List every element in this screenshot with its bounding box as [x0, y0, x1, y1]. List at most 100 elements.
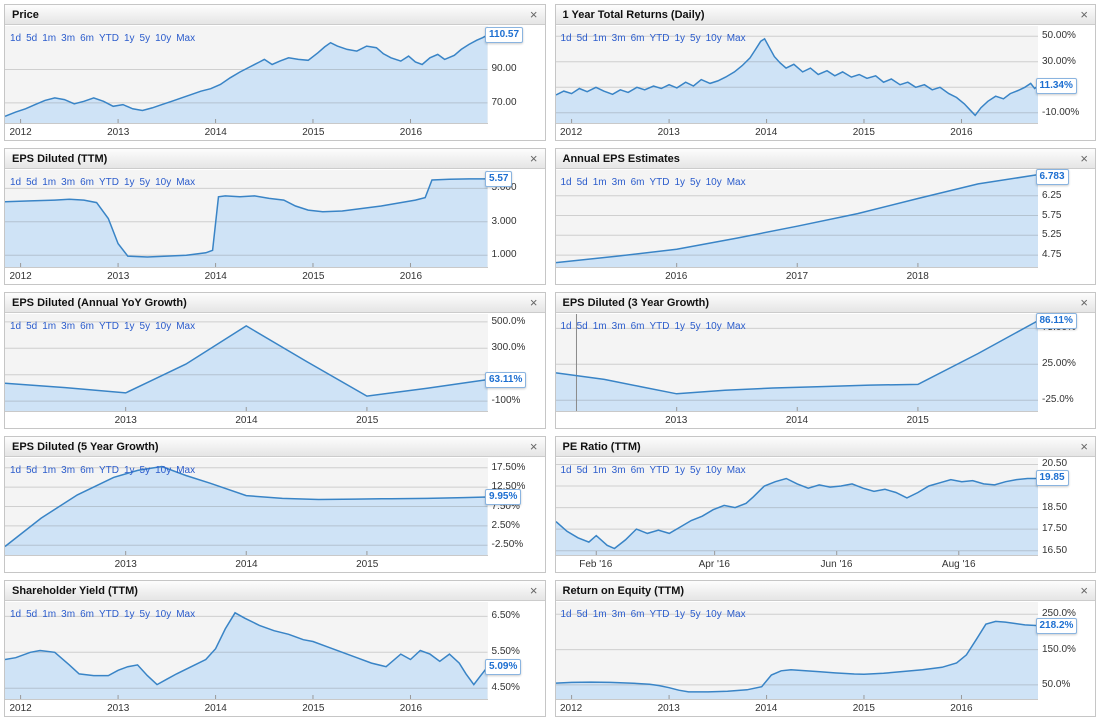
range-link-1d[interactable]: 1d [10, 609, 22, 620]
range-link-5d[interactable]: 5d [576, 33, 588, 44]
range-link-5y[interactable]: 5y [690, 33, 701, 44]
range-link-5y[interactable]: 5y [690, 321, 701, 332]
range-link-ytd[interactable]: YTD [649, 33, 670, 44]
range-link-1d[interactable]: 1d [10, 33, 22, 44]
range-link-1d[interactable]: 1d [10, 177, 22, 188]
range-link-1m[interactable]: 1m [42, 609, 57, 620]
range-link-max[interactable]: Max [726, 609, 746, 620]
range-link-5y[interactable]: 5y [139, 177, 151, 188]
range-link-6m[interactable]: 6m [630, 321, 645, 332]
range-link-max[interactable]: Max [726, 177, 746, 188]
close-icon[interactable]: × [529, 439, 538, 454]
range-link-5d[interactable]: 5d [576, 177, 588, 188]
range-link-1m[interactable]: 1m [42, 177, 57, 188]
close-icon[interactable]: × [1080, 7, 1088, 22]
range-link-1d[interactable]: 1d [10, 465, 22, 476]
range-link-5d[interactable]: 5d [26, 465, 38, 476]
range-link-6m[interactable]: 6m [80, 33, 94, 44]
range-link-3m[interactable]: 3m [61, 177, 76, 188]
range-link-max[interactable]: Max [726, 321, 746, 332]
range-link-1y[interactable]: 1y [123, 609, 135, 620]
range-link-1m[interactable]: 1m [592, 321, 607, 332]
range-link-6m[interactable]: 6m [630, 33, 645, 44]
range-link-1d[interactable]: 1d [560, 177, 572, 188]
range-link-max[interactable]: Max [176, 321, 196, 332]
range-link-5y[interactable]: 5y [139, 33, 151, 44]
range-link-6m[interactable]: 6m [630, 609, 645, 620]
range-link-3m[interactable]: 3m [61, 465, 76, 476]
range-link-10y[interactable]: 10y [155, 33, 172, 44]
range-link-1y[interactable]: 1y [674, 33, 686, 44]
close-icon[interactable]: × [1080, 583, 1088, 598]
range-link-1d[interactable]: 1d [560, 321, 572, 332]
range-link-5d[interactable]: 5d [26, 177, 38, 188]
range-link-6m[interactable]: 6m [80, 177, 94, 188]
range-link-10y[interactable]: 10y [705, 609, 722, 620]
range-link-1d[interactable]: 1d [10, 321, 22, 332]
range-link-max[interactable]: Max [176, 609, 196, 620]
range-link-10y[interactable]: 10y [705, 177, 722, 188]
close-icon[interactable]: × [529, 295, 538, 310]
range-link-6m[interactable]: 6m [630, 465, 645, 476]
range-link-3m[interactable]: 3m [611, 33, 626, 44]
range-link-3m[interactable]: 3m [61, 321, 76, 332]
range-link-1m[interactable]: 1m [42, 33, 57, 44]
range-link-1y[interactable]: 1y [674, 609, 686, 620]
range-link-6m[interactable]: 6m [80, 609, 94, 620]
range-link-1y[interactable]: 1y [123, 33, 135, 44]
range-link-5y[interactable]: 5y [690, 465, 701, 476]
range-link-10y[interactable]: 10y [155, 177, 172, 188]
range-link-3m[interactable]: 3m [61, 609, 76, 620]
range-link-1m[interactable]: 1m [42, 321, 57, 332]
range-link-ytd[interactable]: YTD [649, 465, 670, 476]
range-link-max[interactable]: Max [176, 465, 196, 476]
range-link-3m[interactable]: 3m [611, 321, 626, 332]
close-icon[interactable]: × [1080, 439, 1088, 454]
range-link-ytd[interactable]: YTD [649, 321, 670, 332]
range-link-5d[interactable]: 5d [576, 609, 588, 620]
range-link-1m[interactable]: 1m [592, 33, 607, 44]
range-link-10y[interactable]: 10y [705, 33, 722, 44]
range-link-3m[interactable]: 3m [61, 33, 76, 44]
range-link-5d[interactable]: 5d [26, 33, 38, 44]
range-link-1d[interactable]: 1d [560, 609, 572, 620]
range-link-ytd[interactable]: YTD [98, 321, 119, 332]
range-link-1y[interactable]: 1y [123, 465, 135, 476]
range-link-6m[interactable]: 6m [80, 465, 94, 476]
range-link-1m[interactable]: 1m [42, 465, 57, 476]
range-link-1y[interactable]: 1y [123, 321, 135, 332]
range-link-5d[interactable]: 5d [576, 465, 588, 476]
range-link-6m[interactable]: 6m [630, 177, 645, 188]
range-link-6m[interactable]: 6m [80, 321, 94, 332]
range-link-max[interactable]: Max [726, 465, 746, 476]
range-link-1y[interactable]: 1y [674, 177, 686, 188]
close-icon[interactable]: × [529, 151, 538, 166]
close-icon[interactable]: × [1080, 295, 1088, 310]
range-link-5d[interactable]: 5d [576, 321, 588, 332]
range-link-1d[interactable]: 1d [560, 33, 572, 44]
range-link-1y[interactable]: 1y [674, 321, 686, 332]
range-link-ytd[interactable]: YTD [98, 177, 119, 188]
range-link-max[interactable]: Max [726, 33, 746, 44]
close-icon[interactable]: × [1080, 151, 1088, 166]
range-link-max[interactable]: Max [176, 33, 196, 44]
range-link-3m[interactable]: 3m [611, 609, 626, 620]
range-link-1y[interactable]: 1y [123, 177, 135, 188]
range-link-10y[interactable]: 10y [155, 321, 172, 332]
range-link-5y[interactable]: 5y [690, 609, 701, 620]
range-link-5y[interactable]: 5y [139, 609, 151, 620]
close-icon[interactable]: × [529, 583, 538, 598]
range-link-ytd[interactable]: YTD [649, 177, 670, 188]
range-link-10y[interactable]: 10y [705, 465, 722, 476]
range-link-1y[interactable]: 1y [674, 465, 686, 476]
range-link-1m[interactable]: 1m [592, 609, 607, 620]
range-link-ytd[interactable]: YTD [98, 465, 119, 476]
range-link-10y[interactable]: 10y [155, 609, 172, 620]
range-link-5d[interactable]: 5d [26, 321, 38, 332]
range-link-1m[interactable]: 1m [592, 465, 607, 476]
range-link-max[interactable]: Max [176, 177, 196, 188]
range-link-5y[interactable]: 5y [139, 465, 151, 476]
range-link-1d[interactable]: 1d [560, 465, 572, 476]
range-link-10y[interactable]: 10y [705, 321, 722, 332]
range-link-3m[interactable]: 3m [611, 465, 626, 476]
